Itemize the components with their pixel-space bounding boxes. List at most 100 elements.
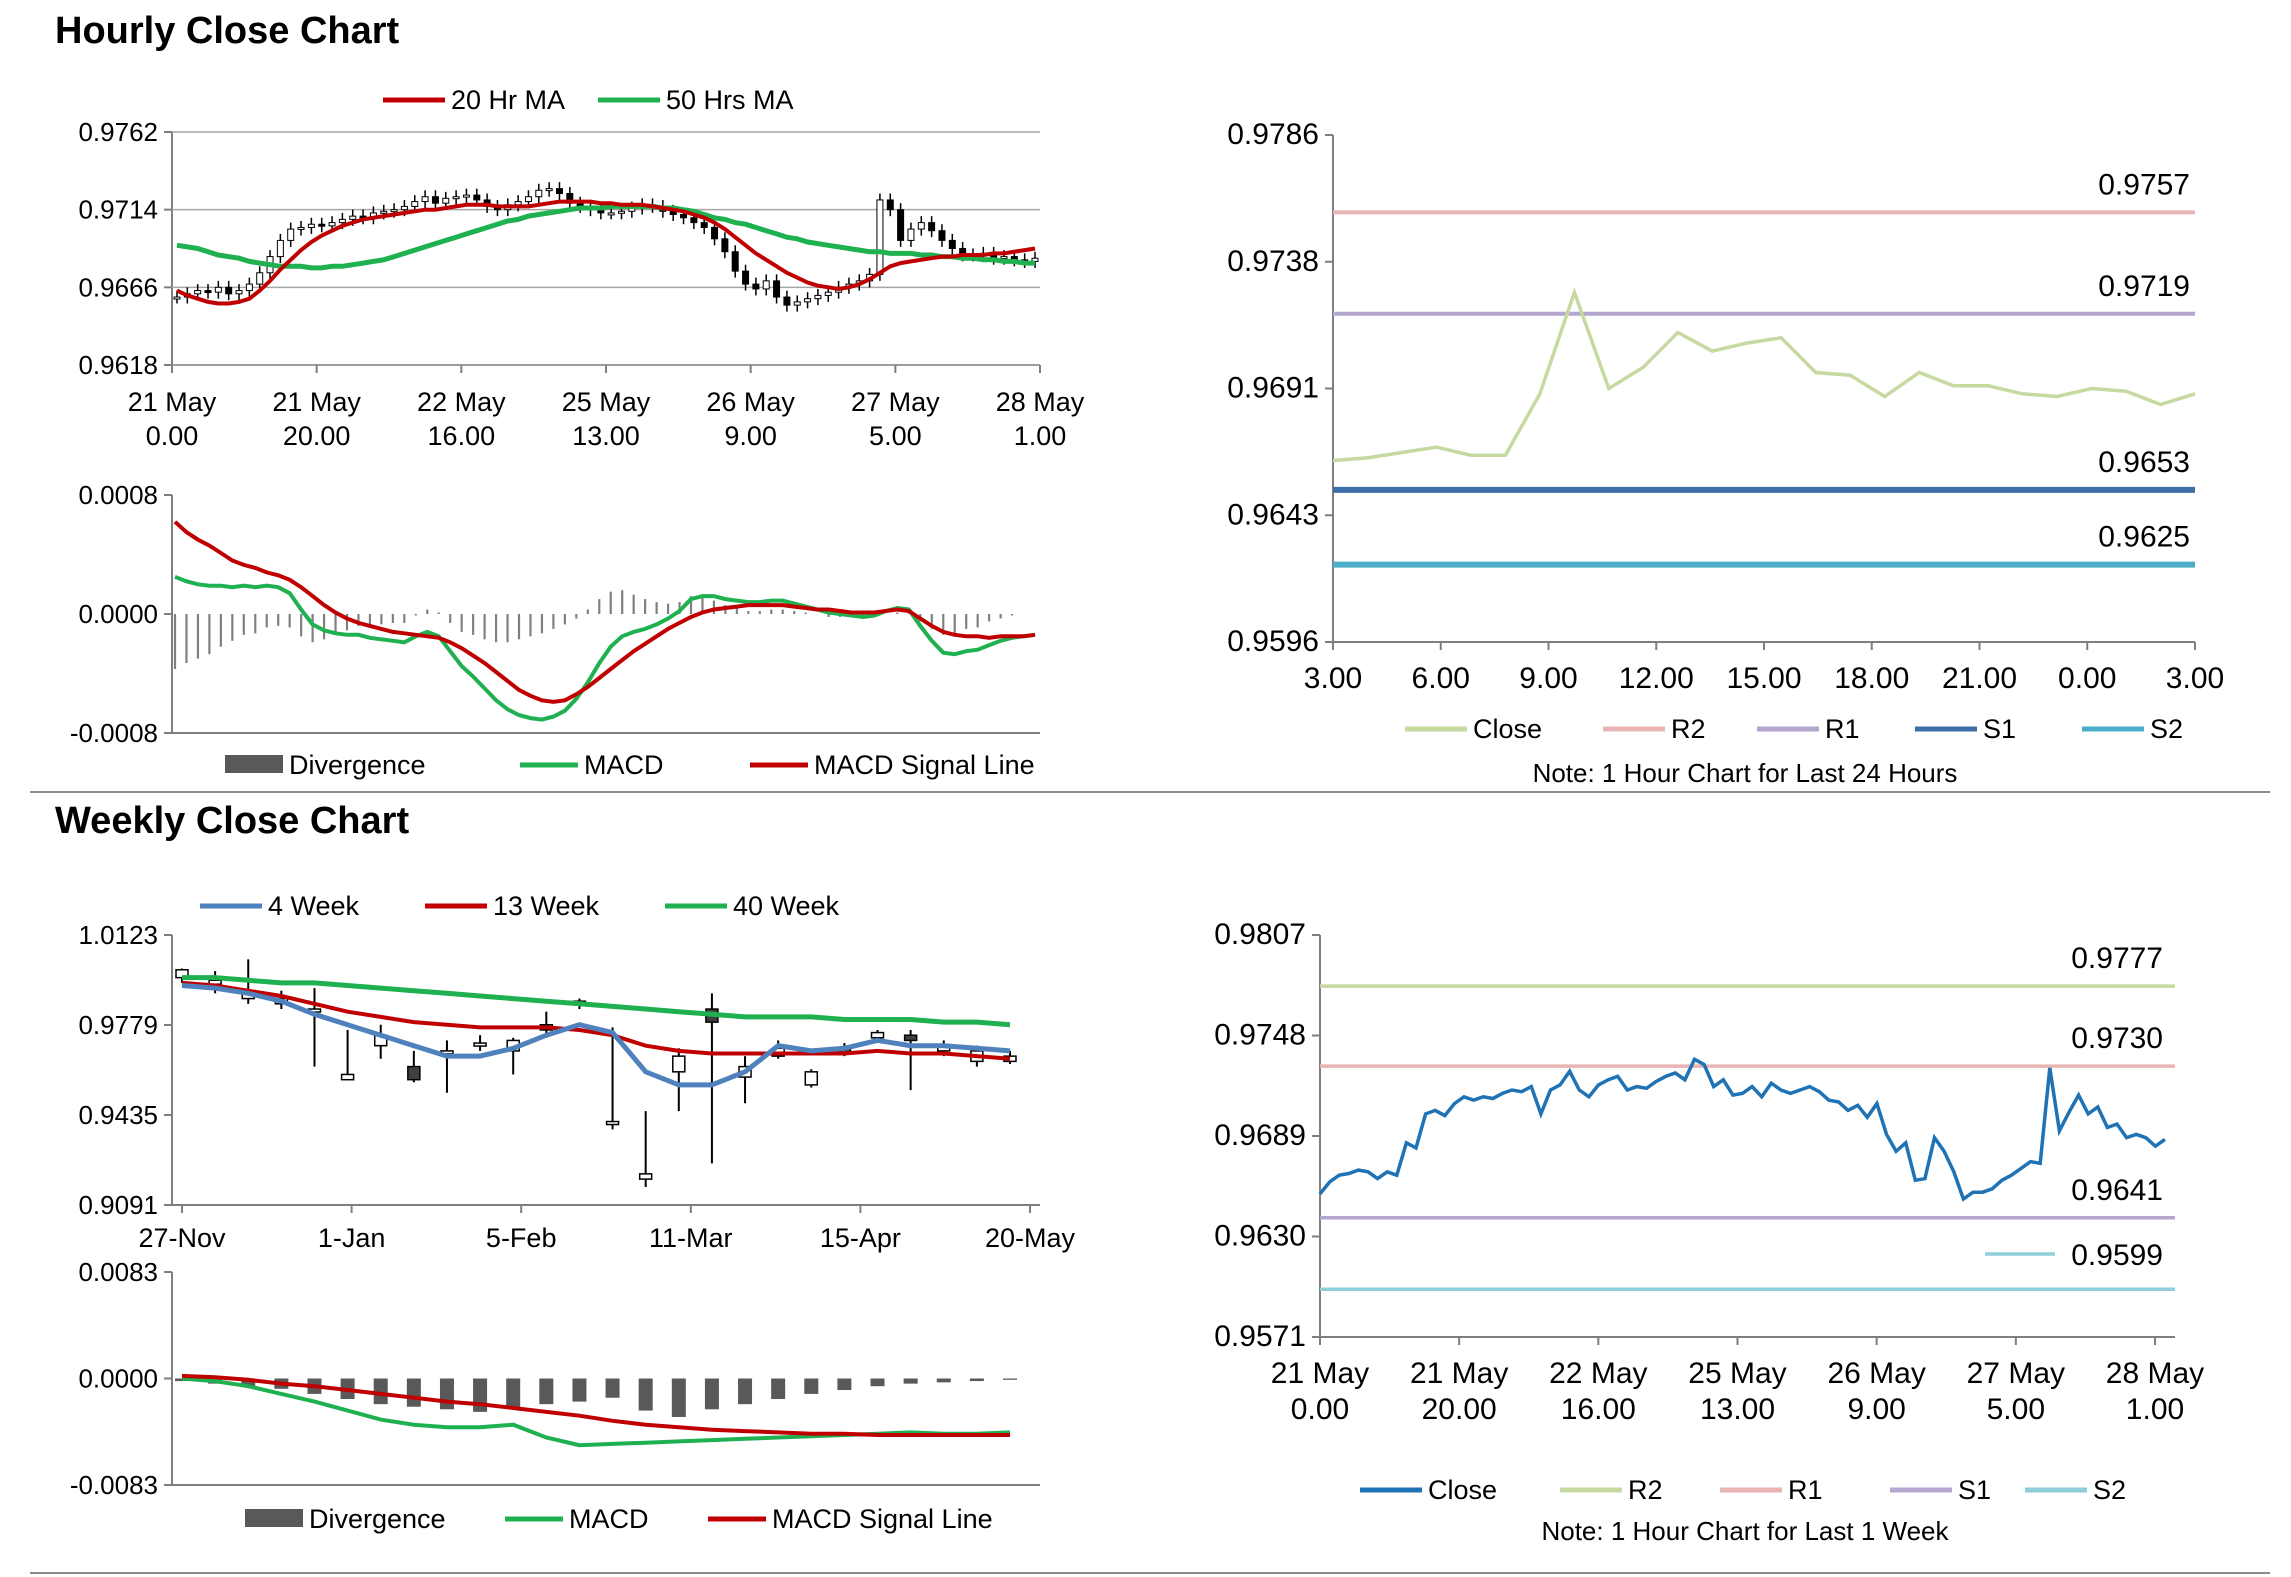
legend-label: Divergence	[309, 1504, 446, 1534]
candle-body	[473, 1042, 487, 1047]
candle-body	[328, 222, 336, 227]
x-tick-label: 21 May	[1410, 1357, 1508, 1390]
x-tick-label: 6.00	[1412, 662, 1470, 695]
candle-body	[680, 214, 688, 219]
candle-body	[555, 188, 563, 194]
candle-body	[204, 290, 212, 294]
x-tick-label: 20.00	[283, 421, 351, 451]
legend-label: S1	[1983, 714, 2016, 744]
x-tick-label: 3.00	[2166, 662, 2224, 695]
divergence-bar	[903, 1378, 918, 1384]
x-tick-label: 26 May	[1827, 1357, 1925, 1390]
candle-body	[793, 301, 801, 306]
divergence-bar	[539, 1378, 554, 1405]
level-label-r2: 0.9757	[2098, 168, 2190, 201]
legend-label: R1	[1788, 1475, 1823, 1505]
x-tick-label: 0.00	[2058, 662, 2116, 695]
close-line	[1332, 287, 2196, 463]
x-tick-label: 5-Feb	[486, 1223, 557, 1253]
candle-body	[535, 189, 543, 198]
candle-body	[318, 223, 326, 227]
candle-body	[545, 188, 553, 192]
x-tick-label: 18.00	[1834, 662, 1909, 695]
candle-body	[307, 223, 315, 228]
macd-line	[174, 574, 1036, 722]
candle-body	[690, 217, 698, 224]
x-tick-label: 21 May	[1271, 1357, 1369, 1390]
y-tick-label: 0.9738	[1227, 245, 1319, 278]
candle-body	[245, 283, 253, 292]
y-tick-label: 1.0123	[78, 920, 158, 950]
level-label-s2: 0.9599	[2071, 1239, 2163, 1272]
candle-body	[638, 1173, 653, 1180]
candle-body	[340, 1073, 355, 1081]
y-tick-label: 0.9748	[1214, 1019, 1306, 1052]
y-tick-label: 0.0000	[78, 1364, 158, 1394]
x-tick-label: 12.00	[1619, 662, 1694, 695]
candle-body	[607, 212, 615, 216]
candle-body	[752, 283, 760, 290]
y-tick-label: -0.0083	[70, 1470, 158, 1500]
legend-label: 40 Week	[733, 891, 840, 921]
x-tick-label: 1.00	[1014, 421, 1067, 451]
x-tick-label: 16.00	[1561, 1393, 1636, 1426]
legend-label: 13 Week	[493, 891, 600, 921]
legend-label: 20 Hr MA	[451, 85, 565, 115]
x-tick-label: 25 May	[562, 387, 651, 417]
x-tick-label: 1-Jan	[318, 1223, 386, 1253]
candle-body	[462, 194, 470, 198]
x-tick-label: 1.00	[2126, 1393, 2184, 1426]
y-tick-label: 0.9714	[78, 195, 158, 225]
x-tick-label: 5.00	[869, 421, 922, 451]
x-tick-label: 3.00	[1304, 662, 1362, 695]
x-tick-label: 28 May	[996, 387, 1085, 417]
divergence-bar	[605, 1378, 620, 1398]
candle-body	[824, 291, 832, 296]
candle-body	[762, 280, 770, 290]
y-tick-label: 0.0008	[78, 480, 158, 510]
candle-body	[349, 215, 357, 220]
candle-body	[907, 228, 915, 241]
legend-label: 4 Week	[268, 891, 360, 921]
candle-body	[783, 296, 791, 306]
legend-label: S1	[1958, 1475, 1991, 1505]
y-tick-label: 0.9091	[78, 1190, 158, 1220]
candle-body	[442, 197, 450, 204]
x-tick-label: 20.00	[1422, 1393, 1497, 1426]
legend-label: R1	[1825, 714, 1860, 744]
legend-label: Divergence	[289, 750, 426, 780]
y-tick-label: 0.9618	[78, 350, 158, 380]
candle-body	[431, 196, 439, 204]
level-label-r1: 0.9730	[2071, 1022, 2163, 1055]
candle-body	[605, 1120, 620, 1126]
legend-swatch	[225, 755, 283, 773]
candle-body	[721, 238, 729, 253]
candle-body	[917, 222, 925, 230]
y-tick-label: 0.9689	[1214, 1119, 1306, 1152]
candle-body	[407, 1065, 421, 1081]
x-tick-label: 27 May	[851, 387, 940, 417]
divergence-bar	[572, 1378, 587, 1402]
x-tick-label: 20-May	[985, 1223, 1076, 1253]
candle-body	[390, 209, 398, 213]
x-tick-label: 22 May	[417, 387, 506, 417]
legend-label: R2	[1671, 714, 1706, 744]
divergence-bar	[439, 1378, 454, 1410]
macd-signal-line	[173, 520, 1036, 704]
y-tick-label: 0.0000	[78, 599, 158, 629]
x-tick-label: 21 May	[272, 387, 361, 417]
ma-50-line	[176, 203, 1035, 271]
candle-body	[297, 226, 305, 230]
candle-body	[742, 270, 750, 285]
divergence-bar	[1003, 1378, 1017, 1380]
x-tick-label: 26 May	[706, 387, 795, 417]
candle-body	[814, 294, 822, 300]
x-tick-label: 22 May	[1549, 1357, 1647, 1390]
legend-label: MACD	[584, 750, 664, 780]
legend-label: S2	[2093, 1475, 2126, 1505]
x-tick-label: 15-Apr	[820, 1223, 901, 1253]
candle-body	[804, 1071, 819, 1086]
legend-label: MACD Signal Line	[814, 750, 1035, 780]
divergence-bar	[506, 1378, 521, 1407]
hourly-section-title: Hourly Close Chart	[55, 10, 400, 52]
